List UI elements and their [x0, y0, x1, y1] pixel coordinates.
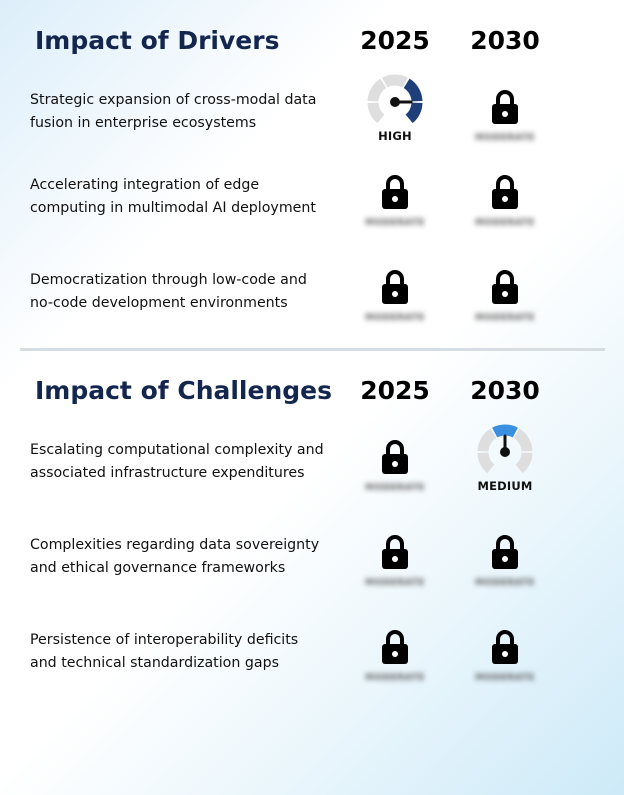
challenges-row-2: Complexities regarding data sovereignty …	[0, 534, 624, 614]
blurred-rating-label: MODERATE	[475, 313, 535, 323]
challenges-row-1: Escalating computational complexity and …	[0, 424, 624, 519]
driver-text-line: computing in multimodal AI deployment	[30, 200, 316, 216]
locked-cell-2030[interactable]: MODERATE	[460, 629, 550, 709]
driver-text-line: Strategic expansion of cross-modal data	[30, 92, 317, 108]
blurred-rating-label: MODERATE	[365, 483, 425, 493]
lock-icon	[382, 535, 408, 569]
challenge-text-line: associated infrastructure expenditures	[30, 465, 305, 481]
driver-text-line: Democratization through low-code and	[30, 272, 307, 288]
driver-text: Strategic expansion of cross-modal data …	[30, 89, 340, 135]
locked-cell-2025[interactable]: MODERATE	[350, 534, 440, 614]
challenge-text-line: and technical standardization gaps	[30, 655, 279, 671]
lock-icon	[382, 175, 408, 209]
blurred-rating-label: MODERATE	[365, 673, 425, 683]
lock-icon	[492, 175, 518, 209]
drivers-title: Impact of Drivers	[35, 26, 280, 55]
challenges-year-2030-header: 2030	[470, 376, 540, 405]
locked-cell-2025[interactable]: MODERATE	[350, 174, 440, 254]
driver-text: Accelerating integration of edge computi…	[30, 174, 340, 220]
lock-icon	[492, 270, 518, 304]
locked-cell-2025[interactable]: MODERATE	[350, 629, 440, 709]
locked-cell-2030[interactable]: MODERATE	[460, 89, 550, 169]
lock-icon	[492, 535, 518, 569]
lock-icon	[492, 90, 518, 124]
gauge-high-icon	[367, 74, 423, 123]
lock-icon	[382, 440, 408, 474]
driver-text: Democratization through low-code and no-…	[30, 269, 340, 315]
challenges-year-2025-header: 2025	[360, 376, 430, 405]
challenge-text-line: and ethical governance frameworks	[30, 560, 286, 576]
driver-text-line: Accelerating integration of edge	[30, 177, 260, 193]
challenge-text-line: Escalating computational complexity and	[30, 442, 324, 458]
gauge-cell-2025: HIGH	[350, 74, 440, 169]
section-divider	[20, 348, 605, 351]
blurred-rating-label: MODERATE	[475, 218, 535, 228]
gauge-medium-icon	[477, 424, 533, 473]
locked-cell-2025[interactable]: MODERATE	[350, 439, 440, 519]
locked-cell-2025[interactable]: MODERATE	[350, 269, 440, 349]
challenge-text-line: Persistence of interoperability deficits	[30, 632, 299, 648]
blurred-rating-label: MODERATE	[365, 313, 425, 323]
lock-icon	[492, 630, 518, 664]
blurred-rating-label: MODERATE	[475, 133, 535, 143]
challenges-title: Impact of Challenges	[35, 376, 332, 405]
challenge-text: Complexities regarding data sovereignty …	[30, 534, 340, 580]
lock-icon	[382, 270, 408, 304]
drivers-row-2: Accelerating integration of edge computi…	[0, 174, 624, 254]
driver-text-line: fusion in enterprise ecosystems	[30, 115, 257, 131]
challenge-text: Escalating computational complexity and …	[30, 439, 340, 485]
challenge-text: Persistence of interoperability deficits…	[30, 629, 340, 675]
driver-text-line: no-code development environments	[30, 295, 288, 311]
impact-level-label: HIGH	[378, 129, 412, 143]
blurred-rating-label: MODERATE	[365, 218, 425, 228]
locked-cell-2030[interactable]: MODERATE	[460, 534, 550, 614]
impact-level-label: MEDIUM	[477, 479, 533, 493]
challenges-row-3: Persistence of interoperability deficits…	[0, 629, 624, 709]
blurred-rating-label: MODERATE	[365, 578, 425, 588]
lock-icon	[382, 630, 408, 664]
blurred-rating-label: MODERATE	[475, 673, 535, 683]
drivers-row-1: Strategic expansion of cross-modal data …	[0, 74, 624, 169]
gauge-cell-2030: MEDIUM	[460, 424, 550, 519]
locked-cell-2030[interactable]: MODERATE	[460, 174, 550, 254]
locked-cell-2030[interactable]: MODERATE	[460, 269, 550, 349]
drivers-year-2030-header: 2030	[470, 26, 540, 55]
challenge-text-line: Complexities regarding data sovereignty	[30, 537, 320, 553]
drivers-year-2025-header: 2025	[360, 26, 430, 55]
drivers-row-3: Democratization through low-code and no-…	[0, 269, 624, 349]
blurred-rating-label: MODERATE	[475, 578, 535, 588]
